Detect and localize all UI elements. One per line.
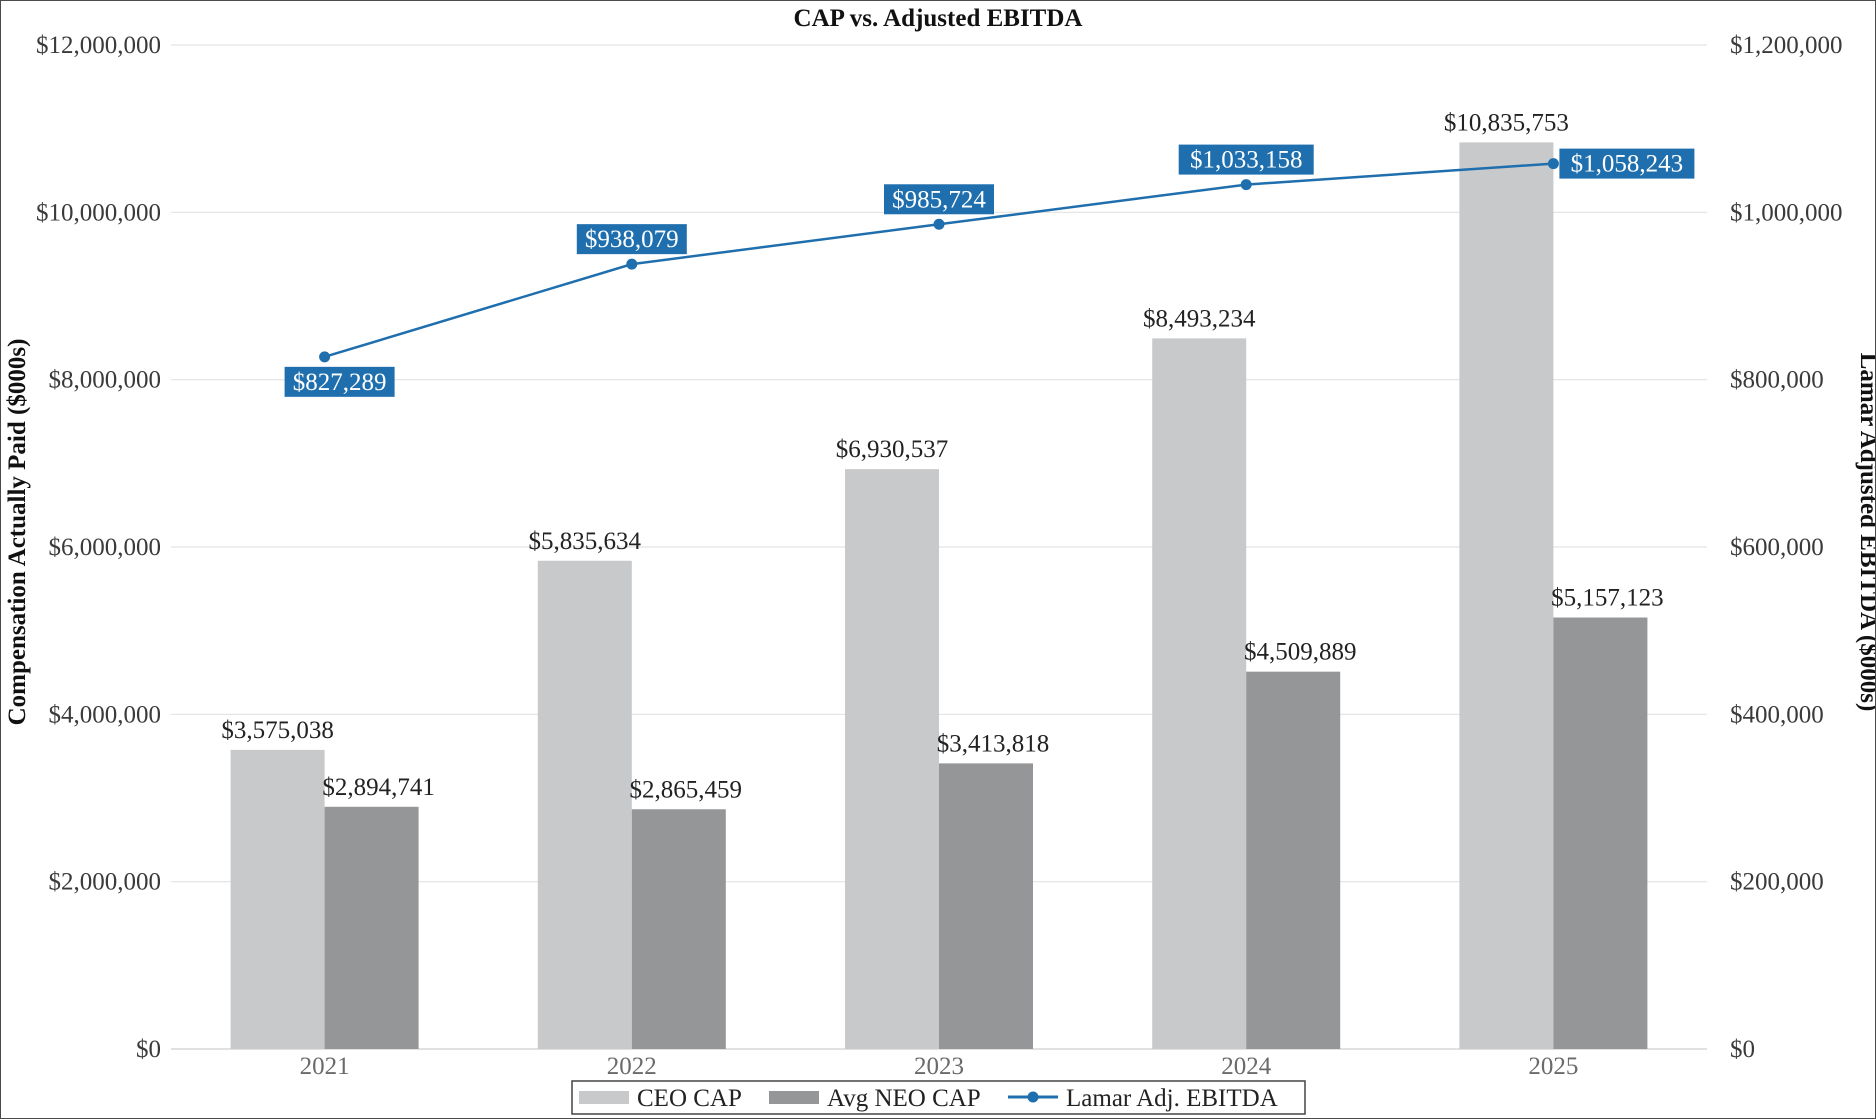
legend-label-ceo-cap: CEO CAP xyxy=(637,1085,742,1112)
right-tick-label-4: $800,000 xyxy=(1730,367,1824,394)
legend-swatch-ebitda-marker xyxy=(1027,1091,1039,1103)
data-label-ceo-cap-2022: $5,835,634 xyxy=(529,528,642,555)
right-tick-label-1: $200,000 xyxy=(1730,869,1824,896)
right-tick-label-3: $600,000 xyxy=(1730,534,1824,561)
ebitda-label-box-2025 xyxy=(1559,148,1695,179)
data-label-ceo-cap-2023: $6,930,537 xyxy=(836,436,949,463)
left-tick-label-3: $6,000,000 xyxy=(49,534,162,561)
left-tick-label-4: $8,000,000 xyxy=(49,367,162,394)
left-axis-ticks: $0 $2,000,000 $4,000,000 $6,000,000 $8,000,0… xyxy=(36,32,161,1063)
legend: CEO CAP Avg NEO CAP Lamar Adj. EBITDA xyxy=(571,1080,1306,1115)
right-tick-label-2: $400,000 xyxy=(1730,701,1824,728)
ebitda-label-box-2024 xyxy=(1178,144,1314,175)
x-tick-label-2025: 2025 xyxy=(1528,1053,1578,1080)
data-label-avg-neo-cap-2022: $2,865,459 xyxy=(630,776,743,803)
bar-ceo-cap-2023 xyxy=(845,469,939,1049)
left-tick-label-6: $12,000,000 xyxy=(36,32,161,59)
data-label-avg-neo-cap-2024: $4,509,889 xyxy=(1244,639,1357,666)
ebitda-point-2021 xyxy=(319,351,331,363)
bar-avg-neo-cap-2024 xyxy=(1246,671,1341,1049)
x-tick-label-2024: 2024 xyxy=(1221,1053,1272,1080)
left-tick-label-0: $0 xyxy=(136,1036,161,1063)
bar-ceo-cap-2022 xyxy=(537,560,632,1049)
ebitda-point-2023 xyxy=(933,218,945,230)
right-axis-title: Lamar Adjusted EBITDA ($000s) xyxy=(1855,353,1875,712)
ebitda-data-label-2022: $938,079 xyxy=(585,226,679,253)
bar-avg-neo-cap-2021 xyxy=(324,806,419,1049)
x-axis-ticks: 2021 2022 2023 2024 2025 xyxy=(300,1053,1579,1080)
ebitda-data-label-2024: $1,033,158 xyxy=(1190,147,1303,174)
data-label-ceo-cap-2021: $3,575,038 xyxy=(221,717,334,744)
data-label-ceo-cap-2024: $8,493,234 xyxy=(1143,305,1256,332)
data-label-avg-neo-cap-2023: $3,413,818 xyxy=(937,730,1050,757)
x-tick-label-2023: 2023 xyxy=(914,1053,964,1080)
bar-ceo-cap-2025 xyxy=(1459,142,1554,1049)
legend-label-avg-neo-cap: Avg NEO CAP xyxy=(827,1085,981,1112)
data-label-avg-neo-cap-2025: $5,157,123 xyxy=(1551,585,1664,612)
right-tick-label-5: $1,000,000 xyxy=(1730,199,1843,226)
left-tick-label-5: $10,000,000 xyxy=(36,199,161,226)
ebitda-data-label-2025: $1,058,243 xyxy=(1571,151,1684,178)
legend-box xyxy=(571,1080,1306,1115)
ebitda-label-box-2023 xyxy=(884,184,994,215)
ebitda-line: $827,289 $938,079 $985,724 $1,033,158 $1,058… xyxy=(284,144,1695,397)
legend-label-ebitda: Lamar Adj. EBITDA xyxy=(1066,1085,1278,1112)
right-tick-label-0: $0 xyxy=(1730,1036,1755,1063)
ebitda-point-2024 xyxy=(1240,179,1252,191)
legend-swatch-avg-neo-cap xyxy=(769,1091,819,1104)
ebitda-data-label-2021: $827,289 xyxy=(293,369,387,396)
right-axis-ticks: $0 $200,000 $400,000 $600,000 $800,000 $1,000… xyxy=(1730,32,1843,1063)
left-tick-label-1: $2,000,000 xyxy=(49,869,162,896)
bars: $3,575,038 $2,894,741 $5,835,634 $2,865,459… xyxy=(221,109,1664,1049)
ebitda-point-2025 xyxy=(1547,158,1559,170)
x-tick-label-2021: 2021 xyxy=(300,1053,350,1080)
ebitda-label-box-2021 xyxy=(284,366,395,397)
ebitda-label-box-2022 xyxy=(576,224,687,255)
x-tick-label-2022: 2022 xyxy=(607,1053,657,1080)
bar-avg-neo-cap-2023 xyxy=(939,763,1033,1049)
data-label-ceo-cap-2025: $10,835,753 xyxy=(1444,109,1569,136)
bar-avg-neo-cap-2022 xyxy=(631,809,726,1049)
left-tick-label-2: $4,000,000 xyxy=(49,701,162,728)
right-tick-label-6: $1,200,000 xyxy=(1730,32,1843,59)
bar-ceo-cap-2024 xyxy=(1152,338,1247,1049)
data-label-avg-neo-cap-2021: $2,894,741 xyxy=(322,774,435,801)
ebitda-data-label-2023: $985,724 xyxy=(892,186,986,213)
bar-avg-neo-cap-2025 xyxy=(1553,617,1648,1049)
left-axis-title: Compensation Actually Paid ($000s) xyxy=(4,339,31,726)
ebitda-point-2022 xyxy=(626,258,638,270)
legend-swatch-ceo-cap xyxy=(579,1091,629,1104)
chart-title: CAP vs. Adjusted EBITDA xyxy=(794,5,1083,32)
bar-ceo-cap-2021 xyxy=(230,749,325,1049)
